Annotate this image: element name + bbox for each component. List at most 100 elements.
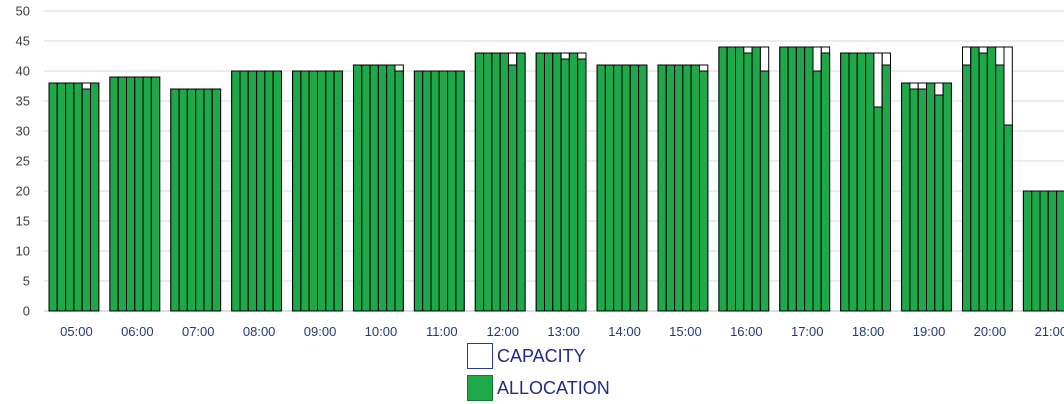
- allocation-bar: [195, 88, 205, 312]
- x-tick-label: 17:00: [791, 324, 824, 339]
- allocation-bar: [203, 88, 213, 312]
- capacity-swatch: [467, 343, 493, 369]
- bar-group-1700: [779, 46, 831, 312]
- y-tick-label: 15: [16, 214, 30, 229]
- allocation-bar: [856, 52, 867, 312]
- legend-label-capacity: CAPACITY: [497, 345, 586, 366]
- y-tick-label: 0: [23, 304, 30, 319]
- x-tick-label: 14:00: [608, 324, 641, 339]
- allocation-bar: [117, 76, 127, 312]
- allocation-bar: [690, 64, 701, 312]
- allocation-bar: [1003, 124, 1013, 312]
- allocation-bar: [361, 64, 371, 312]
- x-tick-label: 11:00: [426, 324, 458, 339]
- allocation-bar: [170, 88, 180, 312]
- allocation-bar: [621, 64, 631, 312]
- x-tick-label: 08:00: [243, 324, 276, 339]
- legend: CAPACITY ALLOCATION: [467, 340, 610, 404]
- allocation-bar: [674, 64, 684, 312]
- allocation-bar: [369, 64, 379, 312]
- allocation-swatch: [467, 375, 493, 401]
- allocation-bar: [804, 46, 814, 312]
- x-tick-label: 21:00: [1035, 324, 1064, 339]
- allocation-bar: [613, 64, 623, 312]
- allocation-bar: [657, 64, 667, 312]
- bar-group-1000: [353, 64, 404, 312]
- allocation-bar: [665, 64, 676, 312]
- x-tick-label: 16:00: [730, 324, 763, 339]
- bar-group-1300: [535, 52, 587, 312]
- allocation-bar: [150, 76, 161, 312]
- bar-groups: [48, 46, 1064, 312]
- x-tick-label: 19:00: [913, 324, 946, 339]
- allocation-bar: [535, 52, 546, 312]
- allocation-bar: [333, 70, 343, 312]
- bar-group-1800: [840, 52, 892, 312]
- allocation-bar: [682, 64, 692, 312]
- allocation-bar: [699, 70, 709, 312]
- allocation-bar: [474, 52, 485, 312]
- allocation-bar: [300, 70, 310, 312]
- x-tick-label: 20:00: [974, 324, 1007, 339]
- allocation-bar: [292, 70, 302, 312]
- allocation-bar: [325, 70, 335, 312]
- allocation-bar: [629, 64, 640, 312]
- allocation-bar: [735, 46, 745, 312]
- legend-label-allocation: ALLOCATION: [497, 377, 610, 398]
- bar-group-2100: [1022, 190, 1064, 312]
- bar-group-1400: [596, 64, 648, 312]
- allocation-bar: [718, 46, 728, 312]
- allocation-bar: [812, 70, 822, 312]
- allocation-bar: [272, 70, 283, 312]
- allocation-bar: [308, 70, 319, 312]
- allocation-bar: [544, 52, 554, 312]
- allocation-bar: [56, 82, 67, 312]
- allocation-bar: [962, 64, 972, 312]
- allocation-bar: [386, 64, 396, 312]
- y-axis-tick-labels: 0 5 10 15 20 25 30 35 40 45 50: [16, 4, 30, 319]
- allocation-bar: [186, 88, 197, 312]
- allocation-bar: [377, 64, 388, 312]
- x-tick-label: 06:00: [121, 324, 154, 339]
- allocation-bar: [81, 88, 91, 312]
- y-tick-label: 10: [16, 244, 30, 259]
- y-tick-label: 40: [16, 64, 30, 79]
- y-tick-label: 20: [16, 184, 30, 199]
- x-tick-label: 13:00: [547, 324, 580, 339]
- allocation-bar: [394, 70, 404, 312]
- x-axis-tick-labels: 05:00 06:00 07:00 08:00 09:00 10:00 11:00 12:00…: [60, 324, 1064, 339]
- allocation-bar: [1056, 190, 1064, 312]
- allocation-bar: [942, 82, 952, 312]
- allocation-bar: [134, 76, 144, 312]
- allocation-bar: [978, 52, 988, 312]
- allocation-bar: [820, 52, 831, 312]
- bar-group-2000: [962, 46, 1013, 312]
- allocation-bar: [256, 70, 266, 312]
- allocation-bar: [848, 52, 858, 312]
- allocation-bar: [239, 70, 249, 312]
- allocation-bar: [317, 70, 327, 312]
- x-tick-label: 09:00: [304, 324, 337, 339]
- allocation-bar: [413, 70, 424, 312]
- allocation-bar: [499, 52, 510, 312]
- allocation-bar: [743, 52, 753, 312]
- y-tick-label: 25: [16, 154, 30, 169]
- allocation-bar: [491, 52, 501, 312]
- allocation-bar: [934, 94, 944, 312]
- x-tick-label: 18:00: [852, 324, 885, 339]
- bar-group-1900: [901, 82, 952, 312]
- allocation-bar: [881, 64, 892, 312]
- y-tick-label: 50: [16, 4, 30, 19]
- allocation-bar: [560, 58, 570, 312]
- allocation-bar: [422, 70, 432, 312]
- allocation-bar: [795, 46, 806, 312]
- allocation-bar: [508, 64, 518, 312]
- legend-item-allocation: ALLOCATION: [467, 372, 610, 404]
- allocation-bar: [865, 52, 875, 312]
- allocation-bar: [211, 88, 222, 312]
- bar-group-0800: [231, 70, 283, 312]
- allocation-bar: [873, 106, 883, 312]
- allocation-bar: [596, 64, 606, 312]
- allocation-bar: [552, 52, 562, 312]
- x-tick-label: 05:00: [60, 324, 93, 339]
